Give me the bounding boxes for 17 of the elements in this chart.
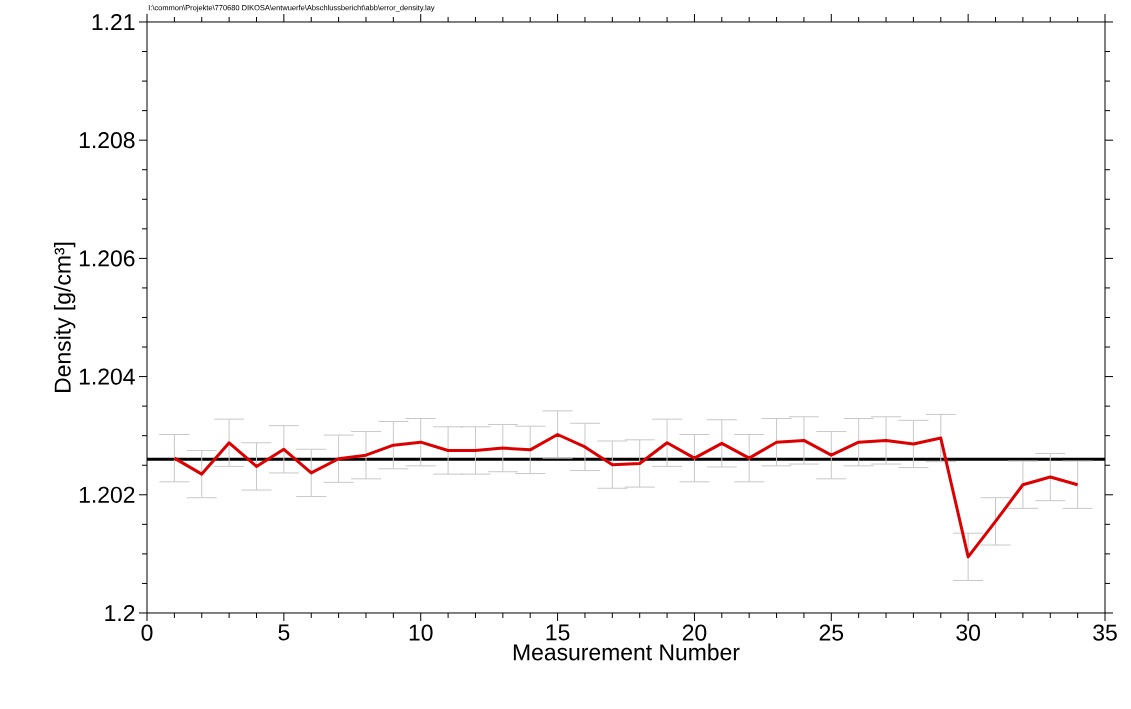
x-tick-label: 30 xyxy=(956,624,981,641)
y-tick-label: 1.21 xyxy=(92,13,135,30)
y-tick-label: 1.208 xyxy=(79,132,135,149)
y-tick-label: 1.206 xyxy=(79,250,135,267)
x-tick-label: 20 xyxy=(682,624,707,641)
x-tick-label: 25 xyxy=(819,624,844,641)
x-tick-label: 35 xyxy=(1093,624,1117,641)
y-axis-title: Density [g/cm³] xyxy=(53,242,76,392)
y-tick-label: 1.2 xyxy=(105,604,135,621)
x-tick-label: 10 xyxy=(409,624,433,641)
y-tick-label: 1.202 xyxy=(79,486,135,503)
x-tick-label: 15 xyxy=(546,624,570,641)
line-series xyxy=(172,433,1080,559)
x-tick-label: 0 xyxy=(141,624,153,641)
y-tick-label: 1.204 xyxy=(79,368,135,385)
x-axis-title: Measurement Number xyxy=(513,643,740,661)
x-tick-label: 5 xyxy=(278,624,290,641)
